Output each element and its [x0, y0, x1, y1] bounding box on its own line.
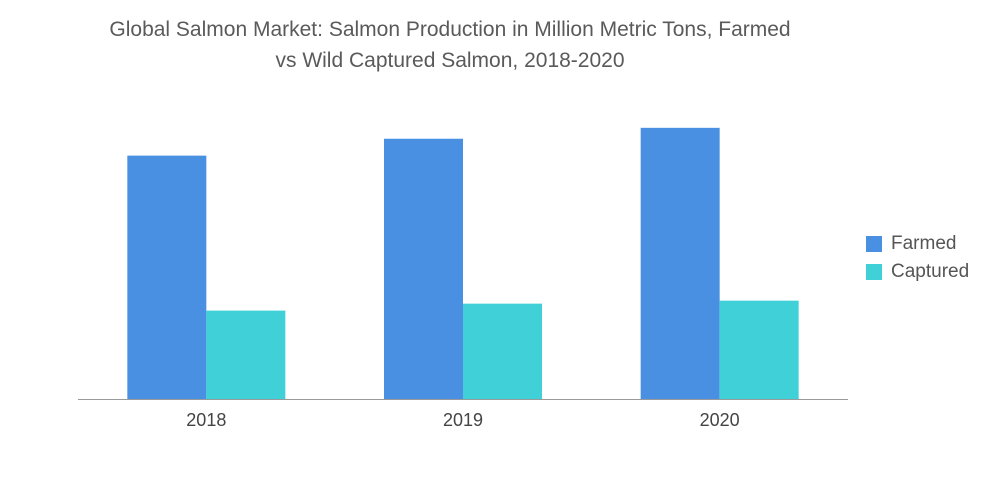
- legend-label-farmed: Farmed: [891, 233, 957, 254]
- x-tick-label-2020: 2020: [700, 410, 740, 430]
- x-tick-label-2019: 2019: [443, 410, 483, 430]
- bar-farmed-2019: [384, 138, 463, 399]
- chart-title-line-2: vs Wild Captured Salmon, 2018-2020: [275, 49, 625, 72]
- legend-swatch-captured: [866, 264, 882, 280]
- legend-item-captured: Captured: [866, 258, 969, 286]
- x-tick-label-2018: 2018: [186, 410, 226, 430]
- bar-captured-2020: [719, 300, 799, 399]
- legend-label-captured: Captured: [891, 261, 970, 282]
- bar-captured-2018: [206, 310, 286, 399]
- bar-farmed-2018: [127, 155, 207, 399]
- legend: Farmed Captured: [866, 230, 969, 286]
- legend-item-farmed: Farmed: [866, 230, 969, 258]
- chart-title: Global Salmon Market: Salmon Production …: [0, 14, 900, 76]
- legend-swatch-farmed: [866, 236, 882, 252]
- bar-farmed-2020: [640, 127, 720, 399]
- bar-captured-2019: [463, 303, 542, 399]
- chart-title-line-1: Global Salmon Market: Salmon Production …: [109, 18, 791, 41]
